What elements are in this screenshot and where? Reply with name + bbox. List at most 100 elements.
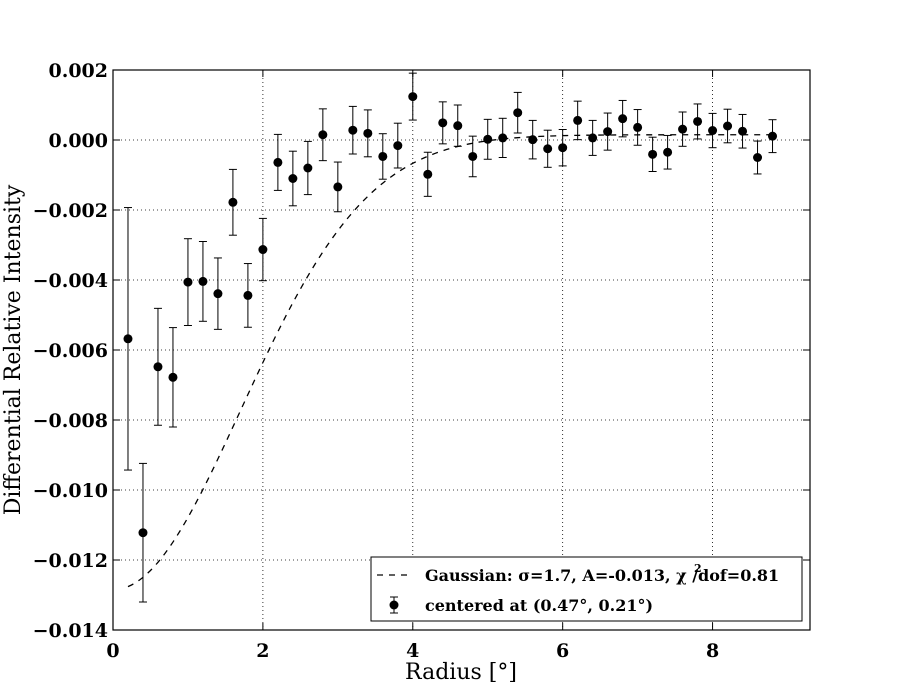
y-tick-label: −0.008 — [33, 410, 108, 432]
data-point-marker — [333, 182, 343, 192]
data-point-marker — [348, 125, 358, 135]
y-tick-label: −0.014 — [33, 620, 108, 642]
data-point — [333, 161, 343, 213]
data-point — [168, 327, 178, 428]
x-tick-label: 4 — [406, 640, 419, 662]
data-point-marker — [453, 121, 463, 131]
y-axis-label: Differential Relative Intensity — [1, 184, 26, 515]
data-point-marker — [603, 127, 613, 137]
data-point — [153, 307, 163, 426]
legend-fit-superscript: 2 — [694, 562, 702, 575]
data-point-marker — [498, 133, 508, 143]
data-point-marker — [153, 362, 163, 372]
axis-ticks — [112, 69, 810, 631]
data-point — [438, 101, 448, 145]
data-point-marker — [753, 153, 763, 162]
data-point — [273, 133, 283, 191]
data-point-marker — [258, 245, 268, 255]
y-tick-label: −0.006 — [33, 340, 108, 362]
data-point — [123, 207, 133, 471]
data-point-marker — [198, 276, 208, 286]
data-point-marker — [273, 157, 283, 167]
data-point-marker — [678, 124, 688, 134]
data-point-marker — [393, 141, 403, 151]
data-point — [498, 117, 508, 158]
data-point — [618, 99, 628, 138]
x-axis-label: Radius [°] — [405, 660, 517, 685]
data-point-marker — [408, 92, 418, 102]
data-point — [558, 129, 568, 167]
y-tick-label: −0.010 — [33, 480, 108, 502]
data-point-marker — [363, 128, 373, 138]
data-point-marker — [378, 151, 388, 161]
data-point-marker — [693, 116, 703, 126]
legend-box — [370, 556, 803, 622]
data-point — [588, 119, 598, 156]
y-tick-label: 0.002 — [49, 60, 109, 82]
data-point — [633, 109, 643, 146]
data-point — [543, 129, 553, 168]
data-point — [288, 150, 298, 207]
data-point — [693, 103, 703, 140]
data-point — [513, 91, 523, 134]
data-point — [453, 104, 463, 147]
legend-points-label: centered at (0.47°, 0.21°) — [425, 596, 653, 615]
data-point — [183, 238, 193, 326]
data-point — [303, 140, 313, 196]
data-point-marker — [528, 135, 538, 145]
data-point — [243, 263, 253, 328]
gaussian-fit-curve — [127, 134, 773, 588]
data-point-marker — [663, 147, 673, 157]
y-tick-label: −0.012 — [33, 550, 108, 572]
data-point — [708, 112, 718, 149]
data-point — [753, 140, 763, 175]
legend-fit-text: Gaussian: σ=1.7, A=-0.013, χ /dof=0.81 — [425, 566, 779, 585]
data-point — [603, 112, 613, 151]
data-point-marker — [558, 143, 568, 153]
data-point-marker — [543, 144, 553, 154]
x-tick-labels: 0 2 4 6 8 — [106, 640, 719, 662]
x-tick-label: 2 — [256, 640, 269, 662]
data-point — [228, 168, 238, 236]
data-point — [213, 257, 223, 330]
data-point — [468, 135, 478, 178]
legend-points-marker — [389, 600, 399, 610]
data-point-marker — [423, 169, 433, 179]
data-point-marker — [633, 122, 643, 132]
data-point — [663, 134, 673, 170]
data-points-layer — [123, 72, 778, 603]
legend-fit-label: Gaussian: σ=1.7, A=-0.013, χ /dof=0.81 — [425, 566, 779, 585]
data-point — [408, 72, 418, 121]
data-point-marker — [648, 149, 658, 159]
data-point — [723, 108, 733, 144]
data-point — [678, 111, 688, 147]
y-tick-label: −0.004 — [33, 270, 108, 292]
data-point-marker — [708, 126, 718, 136]
data-point-marker — [438, 118, 448, 128]
data-point-marker — [183, 277, 193, 287]
data-point — [393, 122, 403, 169]
data-point-marker — [228, 197, 238, 207]
data-point-marker — [243, 290, 253, 300]
data-point-marker — [288, 174, 298, 183]
data-point-marker — [168, 372, 178, 382]
data-point — [363, 109, 373, 158]
data-point — [378, 133, 388, 180]
data-point-marker — [468, 151, 478, 161]
x-tick-label: 0 — [106, 640, 119, 662]
data-point — [198, 241, 208, 322]
x-tick-label: 8 — [706, 640, 719, 662]
data-point-marker — [738, 126, 748, 136]
data-point — [318, 108, 328, 162]
y-tick-label: −0.002 — [33, 200, 108, 222]
data-point-marker — [513, 108, 523, 118]
data-point — [483, 118, 493, 160]
data-point-marker — [318, 130, 328, 140]
grid-lines — [113, 70, 810, 630]
data-point — [738, 113, 748, 149]
data-point-marker — [123, 334, 133, 344]
data-point-marker — [768, 131, 778, 141]
data-point — [528, 119, 538, 160]
data-point-marker — [213, 289, 223, 299]
